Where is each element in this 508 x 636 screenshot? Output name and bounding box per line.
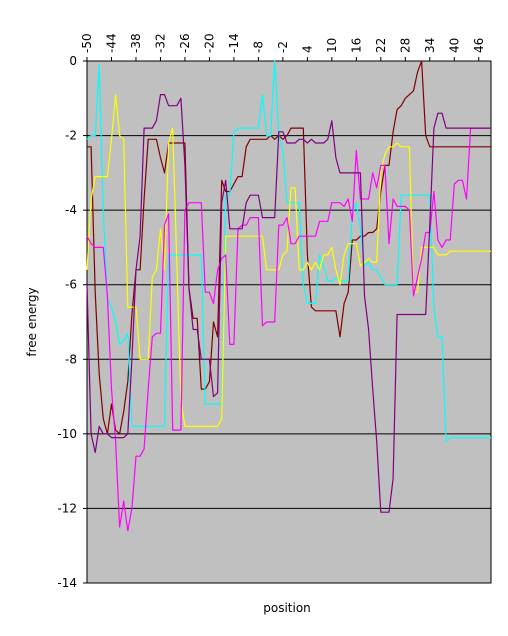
- x-tick-label: 40: [447, 38, 461, 53]
- x-tick-label: 22: [374, 38, 388, 53]
- x-tick-label: -14: [227, 33, 241, 53]
- y-tick-label: 0: [69, 54, 77, 68]
- x-tick-label: 4: [300, 45, 314, 53]
- x-tick-label: -8: [251, 41, 265, 53]
- x-tick-label: 28: [398, 38, 412, 53]
- x-tick-label: 16: [349, 38, 363, 53]
- x-tick-label: -44: [105, 33, 119, 53]
- y-tick-label: -14: [57, 576, 77, 590]
- x-axis-title: position: [263, 601, 311, 615]
- series-line-5: [86, 93, 491, 513]
- x-tick-label: 10: [325, 38, 339, 53]
- series-line-1: [87, 60, 491, 435]
- y-tick-label: -6: [65, 278, 77, 292]
- series-line-2: [86, 60, 491, 442]
- y-tick-label: -4: [65, 203, 77, 217]
- x-tick-label: -26: [178, 33, 192, 53]
- y-axis-title: free energy: [25, 287, 39, 356]
- x-axis-top: -50 -44 -38 -32 -26 -20 -14 -8 -2 4 10 16 22 28 34 40 46: [80, 33, 486, 61]
- series-line-4: [86, 127, 491, 532]
- y-tick-label: -10: [57, 427, 77, 441]
- y-tick-label: -2: [65, 129, 77, 143]
- grid-layer: [87, 135, 491, 509]
- x-tick-label: -20: [202, 33, 216, 53]
- y-tick-label: -8: [65, 352, 77, 366]
- plot-area: [86, 60, 492, 584]
- y-tick-label: -12: [57, 501, 77, 515]
- x-tick-label: 34: [423, 38, 437, 53]
- series-layer: [86, 60, 491, 532]
- x-tick-label: 46: [472, 38, 486, 53]
- y-axis: 0 -2 -4 -6 -8 -10 -12 -14: [57, 54, 87, 590]
- x-tick-label: -2: [276, 41, 290, 53]
- x-tick-label: -32: [154, 33, 168, 53]
- x-tick-label: -50: [80, 33, 94, 53]
- x-tick-label: -38: [129, 33, 143, 53]
